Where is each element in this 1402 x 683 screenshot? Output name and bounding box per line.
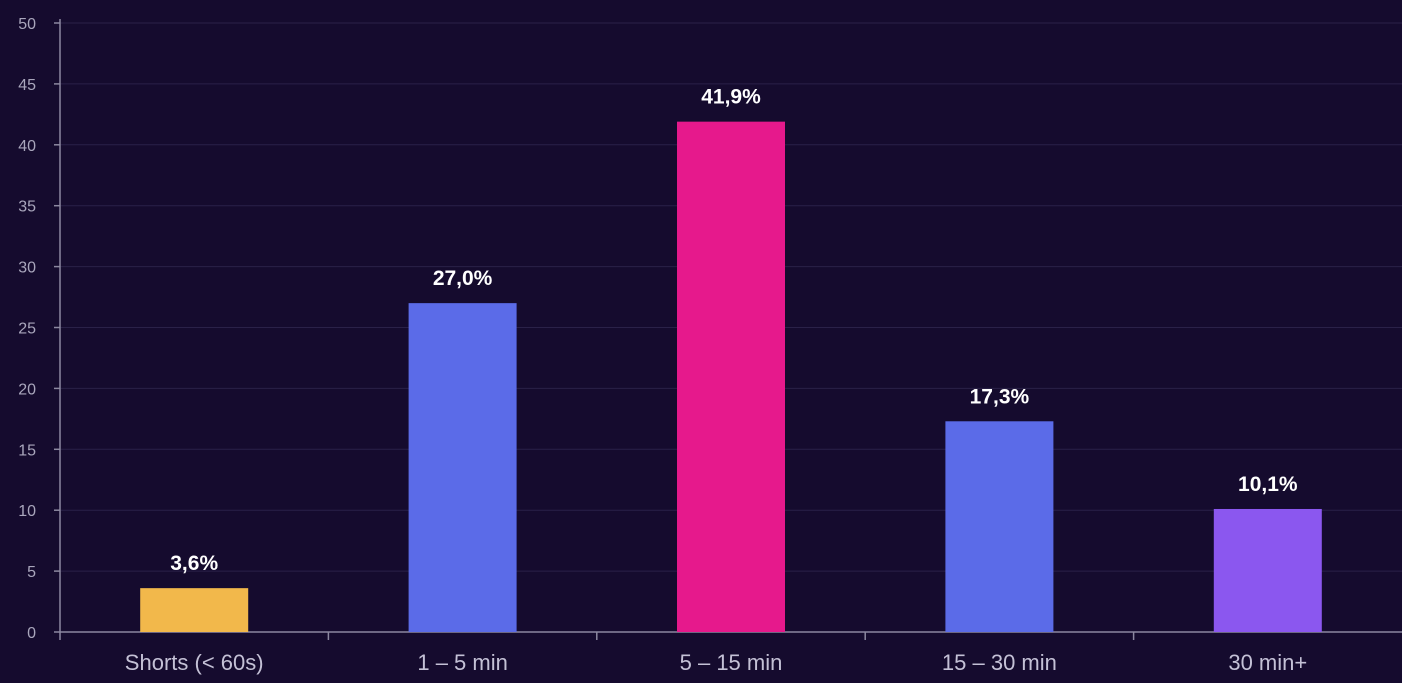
y-tick-label: 5 [27,564,36,581]
y-tick-label: 20 [18,381,36,398]
data-labels: 3,6% 27,0% 41,9% 17,3% 10,1% [170,86,1298,575]
bar-5 [1213,508,1322,632]
y-tick-label: 40 [18,138,36,155]
x-tick-label: Shorts (< 60s) [125,650,264,675]
x-tick-label: 5 – 15 min [680,650,783,675]
bars [140,121,1322,633]
bar-3 [677,121,785,633]
bar-4 [945,421,1054,632]
axes: 0 5 10 15 20 25 30 35 40 45 50 Shorts (< 60s) 1 – 5 … [18,16,1402,675]
y-tick-label: 30 [18,260,36,277]
y-tick-label: 15 [18,442,36,459]
x-tick-label: 1 – 5 min [417,650,508,675]
data-label-1: 3,6% [170,552,218,575]
y-tick-label: 35 [18,199,36,216]
y-tick-label: 45 [18,77,36,94]
y-tick-label: 50 [18,16,36,33]
y-tick-label: 0 [27,625,36,642]
bar-1 [140,588,249,632]
y-tick-label: 25 [18,321,36,338]
data-label-2: 27,0% [433,267,493,290]
data-label-3: 41,9% [701,86,761,109]
y-tick-label: 10 [18,503,36,520]
bar-2 [408,303,517,632]
data-label-5: 10,1% [1238,473,1298,496]
x-tick-label: 15 – 30 min [942,650,1057,675]
data-label-4: 17,3% [970,385,1030,408]
x-tick-label: 30 min+ [1228,650,1307,675]
